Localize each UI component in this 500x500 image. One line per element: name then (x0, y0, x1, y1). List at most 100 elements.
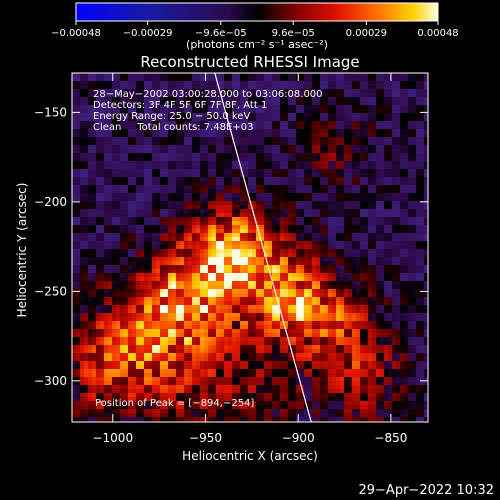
heatmap-cell (196, 121, 200, 125)
heatmap-cell (196, 293, 200, 297)
heatmap-cell (352, 193, 356, 197)
heatmap-cell (288, 141, 292, 145)
heatmap-cell (248, 193, 252, 197)
heatmap-cell (240, 77, 244, 81)
heatmap-cell (220, 113, 224, 117)
heatmap-cell (336, 281, 340, 285)
heatmap-cell (224, 261, 228, 265)
heatmap-cell (312, 209, 316, 213)
heatmap-cell (144, 121, 148, 125)
heatmap-cell (324, 213, 328, 217)
heatmap-cell (216, 225, 220, 229)
heatmap-cell (280, 209, 284, 213)
heatmap-cell (268, 149, 272, 153)
heatmap-cell (192, 289, 196, 293)
heatmap-cell (124, 229, 128, 233)
heatmap-cell (80, 273, 84, 277)
heatmap-cell (268, 257, 272, 261)
heatmap-cell (300, 201, 304, 205)
heatmap-cell (284, 241, 288, 245)
heatmap-cell (344, 145, 348, 149)
heatmap-cell (264, 85, 268, 89)
heatmap-cell (80, 173, 84, 177)
heatmap-cell (268, 293, 272, 297)
heatmap-cell (160, 193, 164, 197)
heatmap-cell (368, 165, 372, 169)
heatmap-cell (284, 149, 288, 153)
heatmap-cell (360, 281, 364, 285)
heatmap-cell (404, 265, 408, 269)
heatmap-cell (268, 209, 272, 213)
heatmap-cell (200, 289, 204, 293)
heatmap-cell (424, 233, 428, 237)
heatmap-cell (172, 125, 176, 129)
heatmap-cell (96, 193, 100, 197)
heatmap-cell (88, 253, 92, 257)
heatmap-cell (140, 281, 144, 285)
heatmap-cell (392, 209, 396, 213)
heatmap-cell (408, 81, 412, 85)
heatmap-cell (132, 93, 136, 97)
heatmap-cell (216, 137, 220, 141)
heatmap-cell (160, 245, 164, 249)
heatmap-cell (416, 73, 420, 77)
heatmap-cell (128, 121, 132, 125)
heatmap-cell (256, 173, 260, 177)
heatmap-cell (368, 293, 372, 297)
heatmap-cell (132, 145, 136, 149)
heatmap-cell (376, 209, 380, 213)
heatmap-cell (224, 153, 228, 157)
heatmap-cell (80, 129, 84, 133)
heatmap-cell (180, 165, 184, 169)
heatmap-cell (248, 169, 252, 173)
heatmap-cell (140, 73, 144, 77)
heatmap-cell (180, 73, 184, 77)
heatmap-cell (76, 229, 80, 233)
heatmap-cell (348, 165, 352, 169)
heatmap-cell (332, 213, 336, 217)
heatmap-cell (204, 153, 208, 157)
heatmap-cell (212, 129, 216, 133)
heatmap-cell (272, 121, 276, 125)
heatmap-cell (316, 225, 320, 229)
heatmap-cell (408, 169, 412, 173)
heatmap-cell (148, 221, 152, 225)
heatmap-cell (340, 213, 344, 217)
heatmap-cell (212, 181, 216, 185)
heatmap-cell (172, 269, 176, 273)
heatmap-cell (344, 113, 348, 117)
heatmap-cell (324, 209, 328, 213)
heatmap-cell (196, 177, 200, 181)
heatmap-cell (368, 277, 372, 281)
heatmap-cell (220, 121, 224, 125)
heatmap-cell (120, 289, 124, 293)
heatmap-cell (384, 197, 388, 201)
heatmap-cell (332, 245, 336, 249)
heatmap-cell (352, 181, 356, 185)
heatmap-cell (140, 129, 144, 133)
heatmap-cell (72, 77, 76, 81)
heatmap-cell (196, 213, 200, 217)
heatmap-cell (96, 101, 100, 105)
heatmap-cell (300, 109, 304, 113)
heatmap-cell (264, 197, 268, 201)
heatmap-cell (116, 77, 120, 81)
heatmap-cell (144, 249, 148, 253)
heatmap-cell (424, 201, 428, 205)
heatmap-cell (292, 197, 296, 201)
heatmap-cell (124, 109, 128, 113)
heatmap-cell (332, 165, 336, 169)
heatmap-cell (252, 161, 256, 165)
heatmap-cell (388, 105, 392, 109)
heatmap-cell (280, 101, 284, 105)
heatmap-cell (316, 253, 320, 257)
heatmap-cell (384, 173, 388, 177)
heatmap-cell (192, 161, 196, 165)
heatmap-cell (140, 157, 144, 161)
heatmap-cell (236, 109, 240, 113)
heatmap-cell (152, 177, 156, 181)
heatmap-cell (304, 241, 308, 245)
heatmap-cell (120, 213, 124, 217)
heatmap-cell (248, 229, 252, 233)
heatmap-cell (260, 85, 264, 89)
